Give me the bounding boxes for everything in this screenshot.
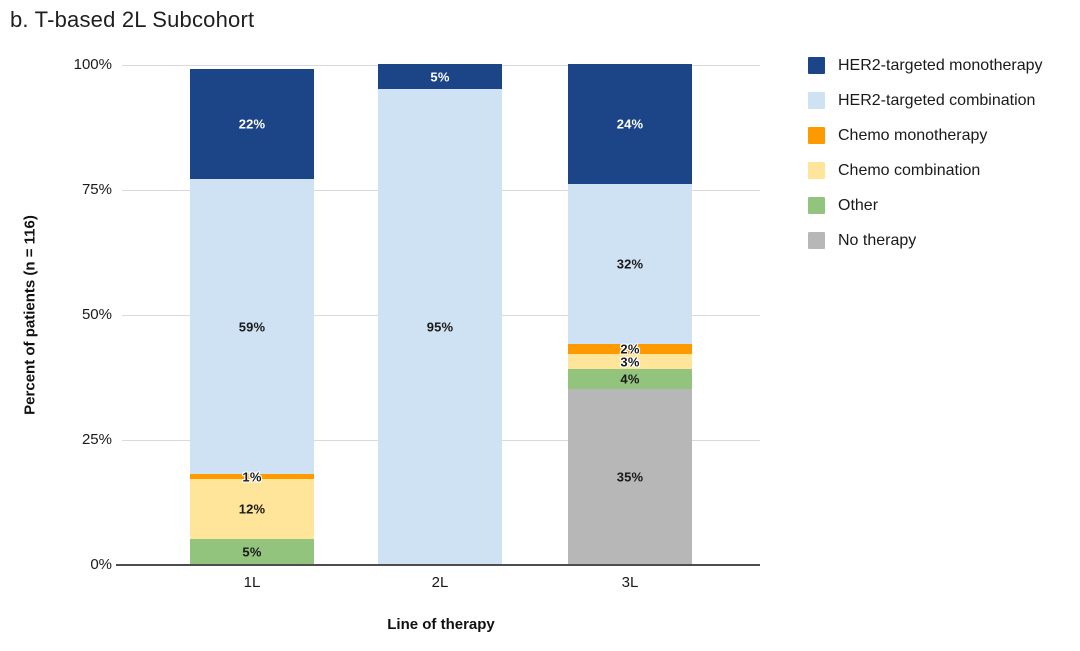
legend-color-swatch xyxy=(808,197,825,214)
legend-color-swatch xyxy=(808,162,825,179)
legend-item: HER2-targeted monotherapy xyxy=(808,48,1043,83)
bar-segment-label: 59% xyxy=(238,319,266,334)
legend-item: Other xyxy=(808,188,1043,223)
bar-segment-label: 22% xyxy=(238,116,266,132)
legend-color-swatch xyxy=(808,92,825,109)
chart-title: b. T-based 2L Subcohort xyxy=(10,7,255,32)
y-tick-label: 50% xyxy=(81,306,112,323)
bar-segment-label: 32% xyxy=(616,256,644,272)
x-axis-title: Line of therapy xyxy=(387,616,495,633)
legend-color-swatch xyxy=(808,232,825,249)
legend-label: Other xyxy=(838,196,879,214)
x-tick-label: 2L xyxy=(431,574,449,591)
bar-segment: 24% xyxy=(568,64,692,184)
bar-segment-label: 3% xyxy=(620,354,640,369)
bar-segment: 22% xyxy=(190,69,314,179)
bar-segment: 12% xyxy=(190,479,314,539)
plot-area: 22% 59% 1% 12% 5% 5% 95% 24% 32% 2% 3% 4% 35% xyxy=(116,64,760,566)
legend-label: Chemo monotherapy xyxy=(838,126,988,144)
bar-segment: 35% xyxy=(568,389,692,564)
bar-segment-label: 4% xyxy=(620,371,640,387)
y-tick-label: 0% xyxy=(90,556,112,573)
bar-segment: 4% xyxy=(568,369,692,389)
bar-segment: 95% xyxy=(378,89,502,564)
legend-item: No therapy xyxy=(808,223,1043,258)
bar-segment-label: 24% xyxy=(616,116,644,132)
legend-item: HER2-targeted combination xyxy=(808,83,1043,118)
bar-segment-label: 5% xyxy=(242,544,262,559)
bar-segment: 5% xyxy=(378,64,502,89)
legend-label: HER2-targeted monotherapy xyxy=(838,56,1043,74)
y-tick-label: 25% xyxy=(81,431,112,448)
legend-label: HER2-targeted combination xyxy=(838,91,1036,109)
bar-segment-label: 12% xyxy=(238,501,266,517)
bar-segment-label: 95% xyxy=(426,319,454,334)
bar-segment: 5% xyxy=(190,539,314,564)
legend-color-swatch xyxy=(808,57,825,74)
y-tick-label: 75% xyxy=(81,181,112,198)
x-tick-label: 1L xyxy=(243,574,261,591)
bar-segment-label: 35% xyxy=(616,469,644,484)
bar-segment: 1% xyxy=(190,469,314,484)
bar-segment: 59% xyxy=(190,179,314,474)
legend-label: Chemo combination xyxy=(838,161,981,179)
bar-segment-label: 5% xyxy=(430,69,450,84)
bar-segment: 32% xyxy=(568,184,692,344)
bar-1L: 22% 59% 1% 12% 5% xyxy=(190,69,314,564)
bar-segment-label: 1% xyxy=(242,469,262,484)
x-axis-line xyxy=(116,564,760,566)
y-tick-label: 100% xyxy=(73,56,112,73)
bar-3L: 24% 32% 2% 3% 4% 35% xyxy=(568,64,692,564)
bar-segment: 2% xyxy=(568,341,692,357)
x-tick-label: 3L xyxy=(621,574,639,591)
legend-color-swatch xyxy=(808,127,825,144)
bar-segment: 3% xyxy=(568,354,692,369)
legend-item: Chemo combination xyxy=(808,153,1043,188)
legend-label: No therapy xyxy=(838,231,917,249)
bar-2L: 5% 95% xyxy=(378,64,502,564)
bar-segment-label: 2% xyxy=(620,341,640,357)
legend: HER2-targeted monotherapy HER2-targeted c… xyxy=(808,48,1043,258)
legend-item: Chemo monotherapy xyxy=(808,118,1043,153)
